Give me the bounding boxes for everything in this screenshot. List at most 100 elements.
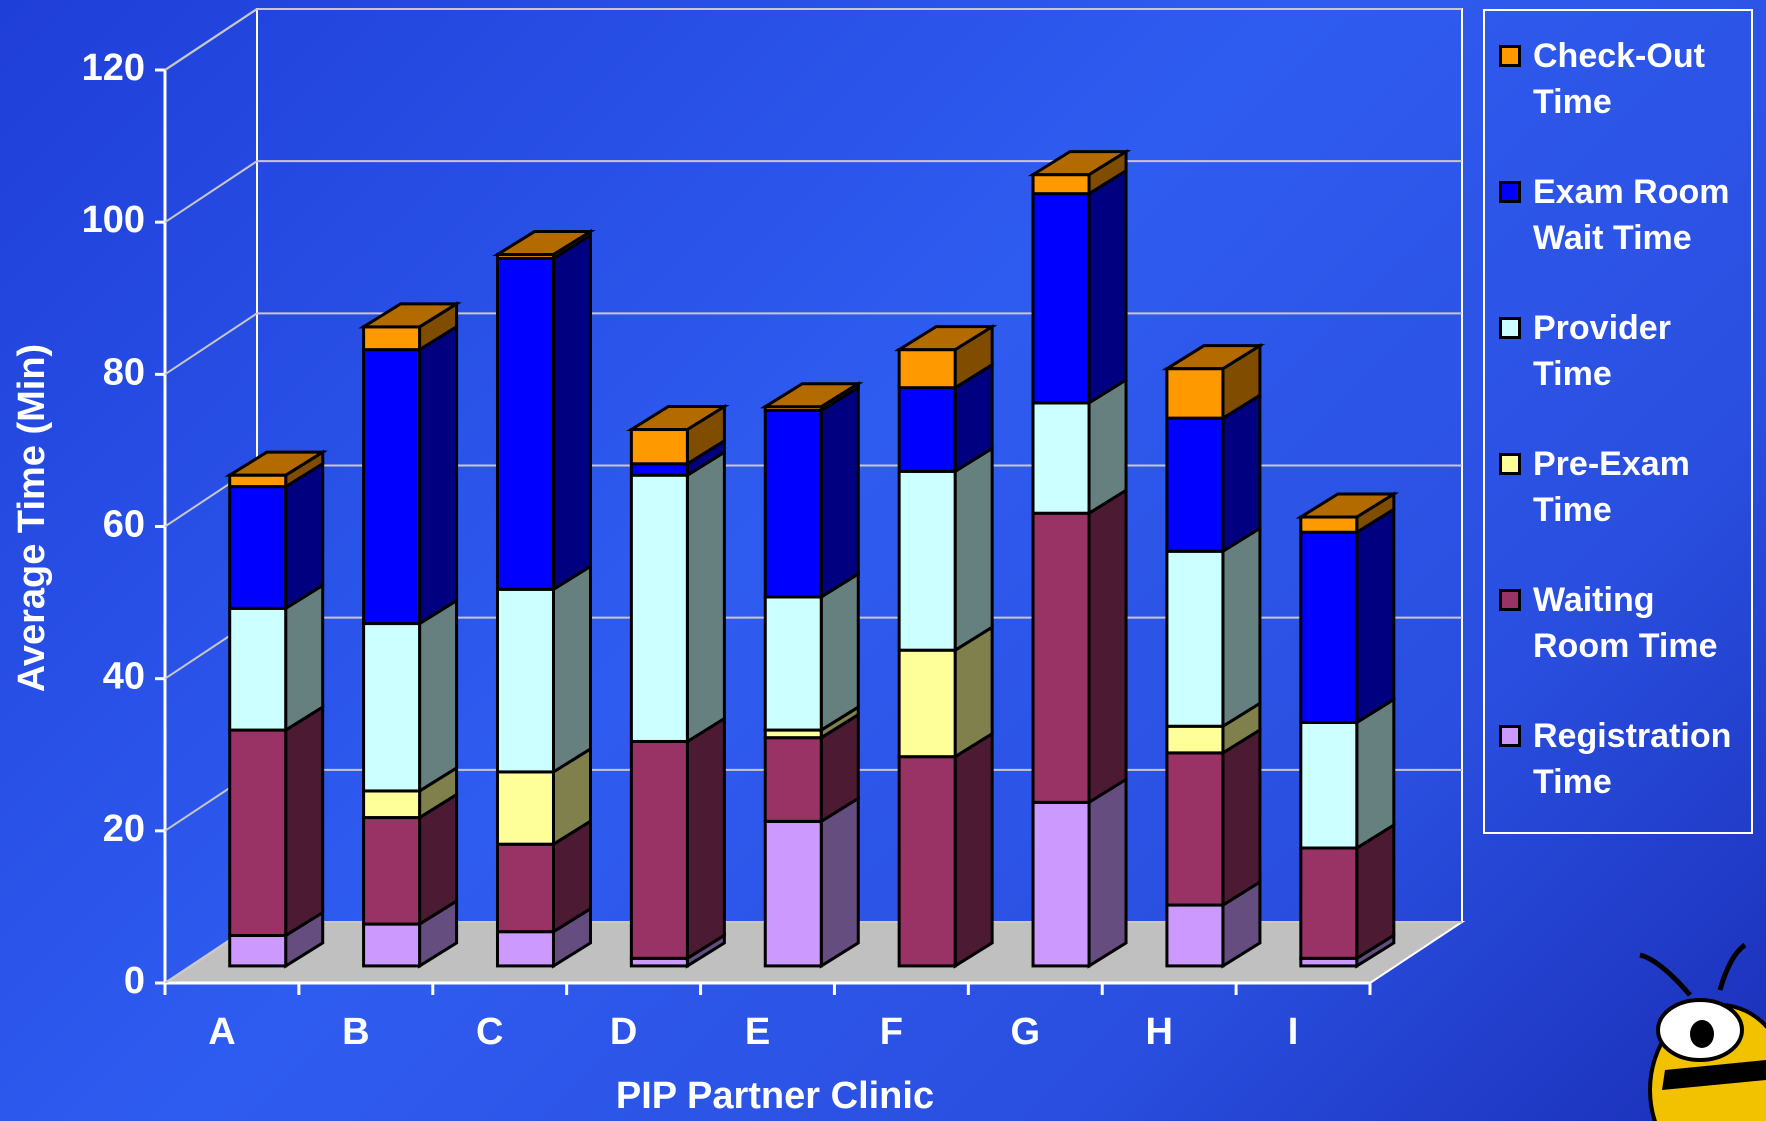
bar [763,819,823,968]
bar [1299,515,1359,534]
bar-segment [897,323,994,391]
bar [1299,846,1359,960]
bar-segment [1299,696,1396,851]
bar [495,587,555,774]
legend: Check-Out Time Exam Room Wait Time Provide… [1483,9,1753,834]
y-axis-label: Average Time (Min) [11,344,53,692]
x-axis-label: PIP Partner Clinic [616,1075,934,1117]
x-tick-label: F [880,1011,903,1053]
bar-segment [1165,727,1262,908]
bar-segment [1165,525,1262,729]
bar [897,386,957,473]
bar [228,473,288,489]
legend-label: Exam Room Wait Time [1533,173,1730,257]
bar-top [1295,492,1400,519]
bar [1165,416,1225,553]
bar [1299,530,1359,724]
x-tick-label: C [476,1011,503,1053]
grid-line [164,312,258,376]
plot: 0 20 40 60 80 100 120 A B C D E F G H I [82,8,1466,1053]
bar [897,348,957,390]
bar-top [1161,344,1266,371]
bar-top [1027,150,1132,177]
bar [362,622,422,793]
bar [763,409,823,599]
bar-segment [897,361,994,475]
bar-segment [763,571,860,733]
bar-top [224,450,328,477]
bar-segment [495,232,592,593]
bar [1031,401,1091,515]
bar-segment [629,715,726,962]
bar-segment [763,384,860,600]
y-tick-label: 100 [82,199,145,241]
y-tick-label: 20 [103,808,145,850]
x-tick-label: H [1145,1011,1172,1053]
bar-segment [897,445,994,653]
bar [1031,192,1091,405]
bar-segment [1165,879,1262,969]
bar-segment [362,301,459,353]
legend-swatch [1499,181,1521,203]
bar [629,473,689,743]
bar [362,325,422,352]
legend-item: Provider Time [1499,305,1745,441]
bar [1031,800,1091,968]
bar [362,816,422,926]
bar [629,462,689,477]
y-tick-label: 120 [82,47,145,89]
bar-side [953,445,994,653]
bar [495,256,555,591]
bar [763,736,823,823]
x-tick-label: G [1010,1011,1040,1053]
bar-segment [1031,776,1128,969]
y-tick-label: 0 [124,960,145,1002]
bar-side [418,597,459,794]
bar [897,469,957,652]
bar-side [1087,487,1128,806]
legend-swatch [1499,589,1521,611]
bar-segment [362,597,459,794]
bar-segment [228,460,325,612]
legend-label: Check-Out Time [1533,37,1705,121]
bar-top [626,405,730,432]
bar-segment [228,704,325,939]
bar [228,485,288,610]
legend-item: Waiting Room Time [1499,577,1745,713]
bar-segment [629,403,726,467]
bar-segment [228,582,325,733]
x-tick-label: B [342,1011,369,1053]
mascot [1639,942,1766,1121]
bar [1165,903,1225,968]
bar-side [1221,392,1262,554]
bar-segment [1299,506,1396,726]
bar-segment [362,791,459,927]
bar-segment [763,795,860,969]
bar [228,606,288,732]
bar-segment [362,765,459,821]
bar-segment [1165,392,1262,554]
bar [495,770,555,846]
bar [1165,724,1225,755]
legend-item: Pre-Exam Time [1499,441,1745,577]
bar-side [1087,776,1128,969]
bar-side [284,460,325,612]
grid-line [164,8,258,71]
bar [228,933,288,968]
bar-segment [495,746,592,847]
bar-side [1355,506,1396,726]
bar-top [893,325,998,352]
bar-side [1221,525,1262,729]
bar-segment [362,323,459,627]
bar-side [284,704,325,939]
legend-swatch [1499,725,1521,747]
bar-side [819,384,860,600]
bar-side [1087,167,1128,406]
bar [495,930,555,968]
legend-label: Waiting Room Time [1533,581,1718,665]
bar [362,348,422,626]
bar-segment [897,730,994,969]
bar-side [685,449,726,745]
bar [629,428,689,466]
